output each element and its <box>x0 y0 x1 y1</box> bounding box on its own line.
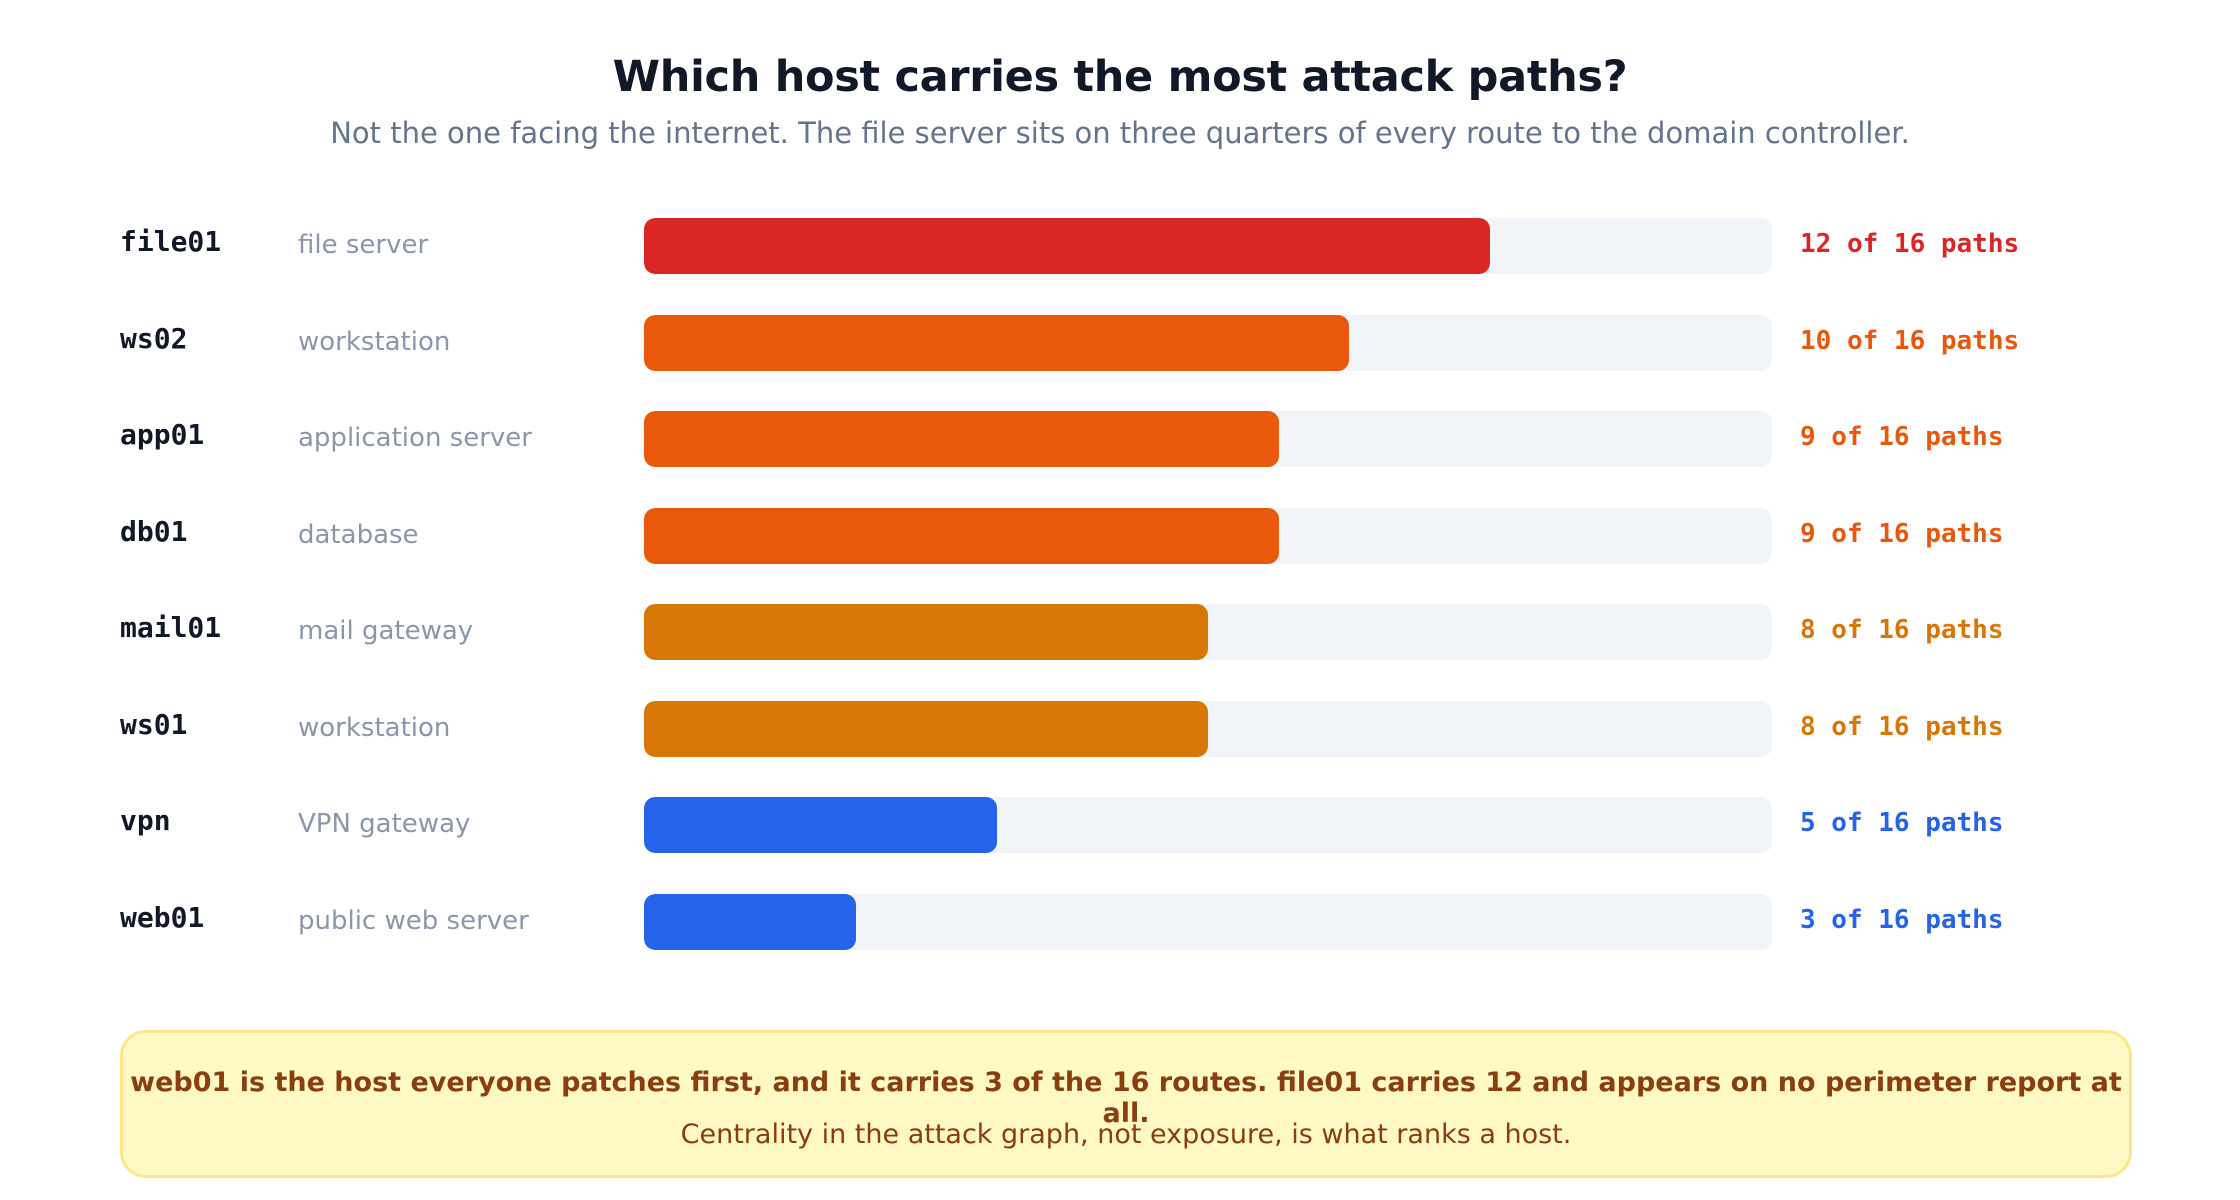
bar-host-label: mail01 <box>120 611 222 644</box>
bar-track <box>644 701 1772 757</box>
bar-fill <box>644 315 1349 371</box>
bar-track <box>644 315 1772 371</box>
bar-host-label: vpn <box>120 804 171 837</box>
bar-host-label: web01 <box>120 901 205 934</box>
bar-fill <box>644 218 1490 274</box>
bar-row: ws02 workstation 10 of 16 paths <box>0 315 2240 373</box>
bar-role-label: application server <box>298 423 532 453</box>
bar-fill <box>644 894 856 950</box>
bar-track <box>644 508 1772 564</box>
bar-track <box>644 894 1772 950</box>
bar-row: file01 file server 12 of 16 paths <box>0 218 2240 276</box>
bar-row: db01 database 9 of 16 paths <box>0 508 2240 566</box>
bar-value-label: 9 of 16 paths <box>1800 519 2004 549</box>
bar-track <box>644 218 1772 274</box>
callout-headline: web01 is the host everyone patches first… <box>130 1067 2122 1129</box>
bar-value-label: 12 of 16 paths <box>1800 229 2020 259</box>
bar-host-label: file01 <box>120 225 222 258</box>
bar-value-label: 10 of 16 paths <box>1800 326 2020 356</box>
bar-chart: file01 file server 12 of 16 paths ws02 works… <box>0 218 2240 952</box>
bar-role-label: mail gateway <box>298 616 474 646</box>
bar-fill <box>644 701 1208 757</box>
bar-host-label: ws01 <box>120 708 188 741</box>
bar-host-label: ws02 <box>120 322 188 355</box>
bar-role-label: public web server <box>298 906 529 936</box>
bar-row: ws01 workstation 8 of 16 paths <box>0 701 2240 759</box>
bar-role-label: workstation <box>298 713 451 743</box>
bar-host-label: db01 <box>120 515 188 548</box>
bar-host-label: app01 <box>120 418 205 451</box>
bar-fill <box>644 508 1279 564</box>
bar-value-label: 8 of 16 paths <box>1800 712 2004 742</box>
bar-row: vpn VPN gateway 5 of 16 paths <box>0 797 2240 855</box>
bar-role-label: file server <box>298 230 429 260</box>
bar-track <box>644 797 1772 853</box>
bar-fill <box>644 604 1208 660</box>
bar-track <box>644 411 1772 467</box>
bar-value-label: 8 of 16 paths <box>1800 615 2004 645</box>
bar-row: app01 application server 9 of 16 paths <box>0 411 2240 469</box>
callout-note: Centrality in the attack graph, not expo… <box>680 1119 1572 1150</box>
bar-role-label: database <box>298 520 419 550</box>
chart-subtitle: Not the one facing the internet. The fil… <box>330 116 1910 150</box>
chart-title: Which host carries the most attack paths… <box>612 52 1628 102</box>
bar-row: web01 public web server 3 of 16 paths <box>0 894 2240 952</box>
bar-value-label: 5 of 16 paths <box>1800 808 2004 838</box>
bar-role-label: workstation <box>298 327 451 357</box>
bar-role-label: VPN gateway <box>298 809 471 839</box>
bar-fill <box>644 797 997 853</box>
bar-row: mail01 mail gateway 8 of 16 paths <box>0 604 2240 662</box>
bar-track <box>644 604 1772 660</box>
insight-callout: web01 is the host everyone patches first… <box>120 1030 2132 1178</box>
bar-value-label: 9 of 16 paths <box>1800 422 2004 452</box>
bar-value-label: 3 of 16 paths <box>1800 905 2004 935</box>
bar-fill <box>644 411 1279 467</box>
